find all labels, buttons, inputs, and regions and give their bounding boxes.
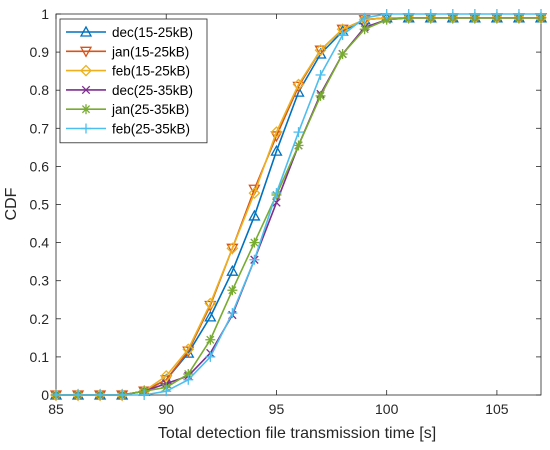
legend-marker: [81, 104, 91, 115]
x-tick-label: 95: [269, 401, 285, 417]
y-tick-label: 0: [41, 387, 49, 403]
data-point: [226, 242, 239, 255]
data-point: [292, 78, 305, 91]
y-tick-label: 0.7: [30, 120, 50, 136]
x-tick-label: 90: [158, 401, 174, 417]
series-layer: [49, 9, 548, 402]
data-point: [270, 126, 283, 139]
data-point: [315, 69, 326, 80]
data-point: [205, 351, 216, 362]
x-tick-label: 100: [375, 401, 399, 417]
legend-label: jan(15-25kB): [111, 44, 189, 59]
data-point: [337, 49, 348, 60]
legend-marker: [81, 123, 91, 134]
y-tick-label: 0.9: [30, 44, 50, 60]
legend-marker: [81, 85, 91, 95]
data-point: [227, 308, 238, 319]
data-point: [381, 9, 392, 19]
data-point: [205, 334, 216, 345]
legend-entry: jan(25-35kB): [66, 102, 189, 117]
data-point: [249, 254, 260, 265]
data-point: [182, 343, 195, 356]
data-point: [271, 188, 282, 199]
x-tick-label: 105: [485, 401, 509, 417]
data-point: [248, 209, 261, 221]
y-tick-label: 1: [41, 6, 49, 22]
data-point: [270, 144, 283, 156]
data-point: [513, 9, 524, 19]
legend: dec(15-25kB) jan(15-25kB) feb(15-25kB) dec(…: [59, 18, 208, 144]
legend-entry: dec(15-25kB): [66, 25, 193, 40]
data-point: [73, 390, 84, 400]
legend-entry: jan(15-25kB): [66, 44, 189, 59]
data-point: [425, 9, 436, 19]
data-point: [336, 24, 349, 36]
data-point: [359, 24, 370, 35]
data-point: [95, 390, 106, 400]
legend-entry: feb(15-25kB): [66, 64, 190, 79]
legend-marker: [80, 64, 92, 77]
data-point: [381, 14, 392, 25]
data-point: [293, 140, 304, 151]
y-axis-label: CDF: [3, 187, 20, 220]
data-point: [491, 9, 502, 19]
data-point: [536, 9, 546, 19]
data-point: [469, 9, 480, 19]
data-point: [227, 285, 238, 296]
data-point: [160, 370, 173, 382]
y-tick-label: 0.4: [30, 235, 50, 251]
data-point: [359, 12, 370, 23]
legend-marker: [79, 25, 93, 37]
data-point: [204, 310, 217, 322]
legend-label: dec(15-25kB): [112, 25, 193, 40]
data-point: [447, 9, 458, 19]
data-point: [204, 297, 217, 310]
data-point: [315, 90, 326, 101]
y-tick-label: 0.1: [30, 349, 50, 365]
data-point: [293, 127, 304, 138]
legend-label: jan(25-35kB): [111, 102, 189, 117]
series-feb(25-35kB): [51, 9, 546, 400]
data-point: [403, 9, 414, 19]
data-point: [314, 45, 327, 57]
legend-label: feb(15-25kB): [112, 64, 190, 79]
legend-entry: dec(25-35kB): [66, 83, 193, 98]
data-point: [161, 386, 172, 397]
y-tick-label: 0.3: [30, 273, 50, 289]
legend-label: feb(25-35kB): [112, 122, 190, 137]
data-point: [226, 264, 239, 276]
legend-label: dec(25-35kB): [112, 83, 193, 98]
y-tick-label: 0.2: [30, 311, 50, 327]
y-tick-label: 0.6: [30, 158, 50, 174]
legend-entry: feb(25-35kB): [66, 122, 190, 137]
data-point: [51, 390, 61, 400]
legend-marker: [79, 46, 93, 58]
data-point: [248, 187, 261, 199]
data-point: [249, 237, 260, 248]
data-point: [183, 374, 194, 385]
legend-box: [59, 18, 208, 144]
y-tick-label: 0.5: [30, 197, 50, 213]
data-point: [139, 390, 150, 400]
data-point: [226, 243, 239, 255]
y-tick-label: 0.8: [30, 82, 50, 98]
data-point: [337, 29, 348, 40]
data-point: [314, 44, 327, 57]
x-axis-label: Total detection file transmission time […: [158, 425, 436, 442]
x-tick-label: 85: [48, 401, 64, 417]
data-point: [117, 390, 128, 400]
